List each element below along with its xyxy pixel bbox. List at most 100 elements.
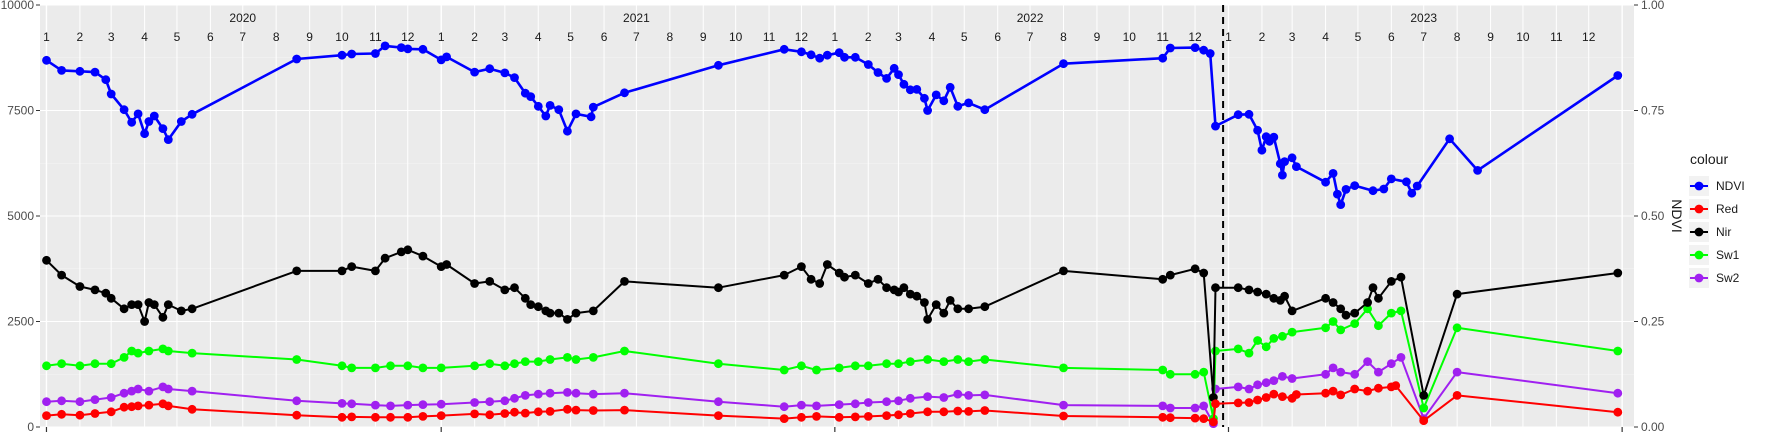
- data-point-nir: [187, 304, 197, 314]
- data-point-ndvi: [1473, 166, 1482, 175]
- data-point-nir: [106, 293, 116, 303]
- series-ndvi: [42, 41, 1623, 210]
- data-point-sw1: [1613, 346, 1623, 356]
- data-point-red: [533, 407, 543, 417]
- month-label: 12: [795, 30, 809, 44]
- month-label: 2: [77, 30, 84, 44]
- legend-item-ndvi: NDVI: [1689, 176, 1745, 196]
- data-point-nir: [923, 315, 932, 324]
- data-point-red: [964, 407, 973, 416]
- data-point-sw1: [1233, 344, 1243, 354]
- data-point-sw2: [1321, 369, 1330, 379]
- data-point-ndvi: [873, 68, 883, 77]
- data-point-red: [1244, 398, 1254, 407]
- data-point-ndvi: [106, 89, 116, 99]
- data-point-ndvi: [939, 96, 949, 106]
- data-point-ndvi: [541, 111, 551, 121]
- data-point-red: [1253, 395, 1262, 405]
- bottom-axis: [45, 427, 1623, 432]
- month-label: 3: [895, 30, 902, 44]
- data-point-sw2: [42, 397, 51, 407]
- legend-label: Sw1: [1716, 248, 1740, 262]
- data-point-sw1: [418, 363, 428, 373]
- data-point-ndvi: [533, 101, 543, 111]
- data-point-sw2: [90, 395, 100, 404]
- data-point-nir: [1233, 283, 1243, 293]
- data-point-ndvi: [1321, 177, 1330, 187]
- month-label: 3: [108, 30, 115, 44]
- data-point-ndvi: [158, 124, 168, 133]
- data-point-sw2: [797, 400, 806, 410]
- data-point-nir: [1419, 391, 1429, 400]
- data-point-nir: [442, 260, 451, 269]
- data-point-ndvi: [1233, 110, 1243, 120]
- data-point-ndvi: [526, 92, 536, 101]
- series-layer: [42, 41, 1623, 428]
- data-point-sw2: [57, 396, 66, 406]
- data-point-nir: [133, 300, 143, 309]
- data-point-ndvi: [554, 105, 564, 115]
- year-label: 2022: [1017, 11, 1044, 25]
- data-point-nir: [953, 304, 963, 314]
- legend-label: Red: [1716, 202, 1738, 216]
- series-sw2: [42, 353, 1623, 428]
- data-point-sw1: [850, 361, 860, 371]
- data-point-red: [386, 412, 395, 422]
- data-point-sw1: [1452, 323, 1462, 333]
- data-point-sw2: [563, 388, 572, 397]
- data-point-sw1: [894, 359, 903, 369]
- data-point-ndvi: [1613, 71, 1623, 80]
- data-point-sw2: [863, 398, 873, 407]
- data-point-sw1: [779, 365, 789, 375]
- data-point-ndvi: [371, 49, 380, 58]
- data-point-nir: [931, 300, 941, 309]
- data-point-ndvi: [57, 66, 66, 75]
- data-point-sw2: [939, 393, 949, 402]
- data-point-red: [133, 401, 143, 411]
- data-point-ndvi: [1199, 45, 1209, 55]
- data-point-red: [588, 406, 598, 415]
- data-point-sw1: [620, 346, 629, 356]
- data-point-sw1: [1350, 319, 1360, 328]
- data-point-sw2: [588, 389, 598, 399]
- data-point-sw2: [1253, 380, 1262, 390]
- data-point-red: [1278, 392, 1287, 401]
- month-label: 6: [1388, 30, 1395, 44]
- data-point-red: [894, 410, 903, 420]
- data-point-nir: [292, 266, 302, 276]
- data-point-sw1: [371, 363, 380, 373]
- data-point-nir: [510, 283, 519, 293]
- data-point-ndvi: [1211, 121, 1220, 131]
- y2-tick-label: 1.00: [1641, 0, 1665, 12]
- data-point-ndvi: [1328, 169, 1338, 178]
- data-point-red: [1328, 386, 1338, 396]
- month-label: 7: [1420, 30, 1427, 44]
- legend-item-sw2: Sw2: [1689, 268, 1740, 288]
- data-point-nir: [1253, 287, 1262, 297]
- data-point-sw2: [119, 388, 129, 398]
- legend-label: Sw2: [1716, 271, 1740, 285]
- data-point-sw1: [1190, 369, 1200, 379]
- data-point-sw2: [75, 397, 85, 407]
- data-point-sw2: [371, 400, 380, 410]
- data-point-nir: [545, 308, 555, 318]
- data-point-red: [470, 409, 479, 419]
- data-point-red: [436, 411, 446, 420]
- data-point-sw2: [1287, 374, 1297, 383]
- data-point-ndvi: [920, 93, 929, 103]
- data-point-sw2: [923, 392, 932, 401]
- data-point-ndvi: [1412, 181, 1422, 191]
- data-point-sw1: [1211, 346, 1220, 356]
- data-point-nir: [1368, 283, 1378, 293]
- data-point-nir: [1261, 289, 1271, 299]
- month-label: 12: [401, 30, 415, 44]
- data-point-sw1: [75, 361, 85, 371]
- data-point-red: [1209, 417, 1218, 427]
- data-point-ndvi: [403, 44, 413, 54]
- data-point-nir: [158, 312, 168, 322]
- data-point-red: [510, 407, 519, 417]
- data-point-red: [42, 411, 51, 420]
- data-point-sw1: [42, 361, 51, 371]
- data-point-red: [1059, 411, 1068, 421]
